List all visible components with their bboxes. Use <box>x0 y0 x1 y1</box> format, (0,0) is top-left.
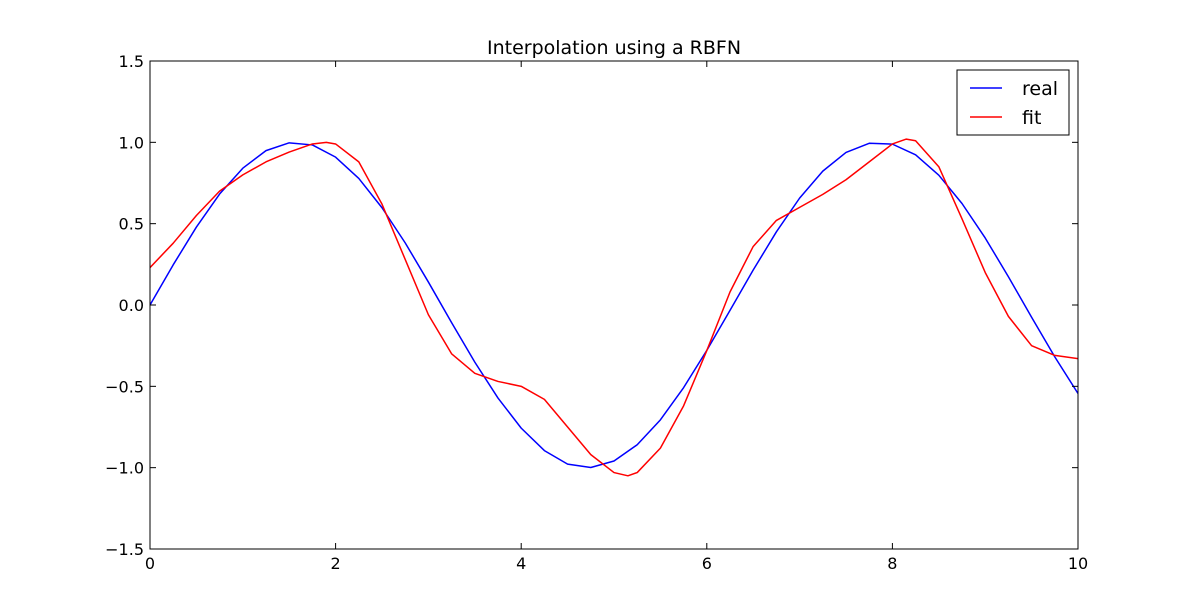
legend-box <box>956 69 1070 136</box>
x-tick-label: 4 <box>516 554 526 573</box>
y-tick-label: −1.5 <box>105 540 144 559</box>
x-tick-label: 6 <box>702 554 712 573</box>
x-tick-label: 2 <box>331 554 341 573</box>
x-tick-label: 0 <box>145 554 155 573</box>
x-tick-label: 10 <box>1068 554 1088 573</box>
legend: real fit <box>956 69 1070 136</box>
series-line-fit <box>150 138 1078 477</box>
y-tick-label: 1.0 <box>119 133 144 152</box>
legend-label-fit: fit <box>1022 107 1041 129</box>
chart-title: Interpolation using a RBFN <box>487 37 741 59</box>
y-tick-label: 0.0 <box>119 296 144 315</box>
y-tick-label: −0.5 <box>105 377 144 396</box>
legend-label-real: real <box>1022 78 1058 100</box>
series-line-real <box>150 142 1078 469</box>
plot-area: 0 2 4 6 8 10 −1.5 −1.0 −0.5 0.0 0.5 1.0 1.5 <box>105 52 1088 573</box>
x-tick-label: 8 <box>887 554 897 573</box>
y-tick-label: −1.0 <box>105 459 144 478</box>
y-tick-label: 1.5 <box>119 52 144 71</box>
y-tick-label: 0.5 <box>119 215 144 234</box>
